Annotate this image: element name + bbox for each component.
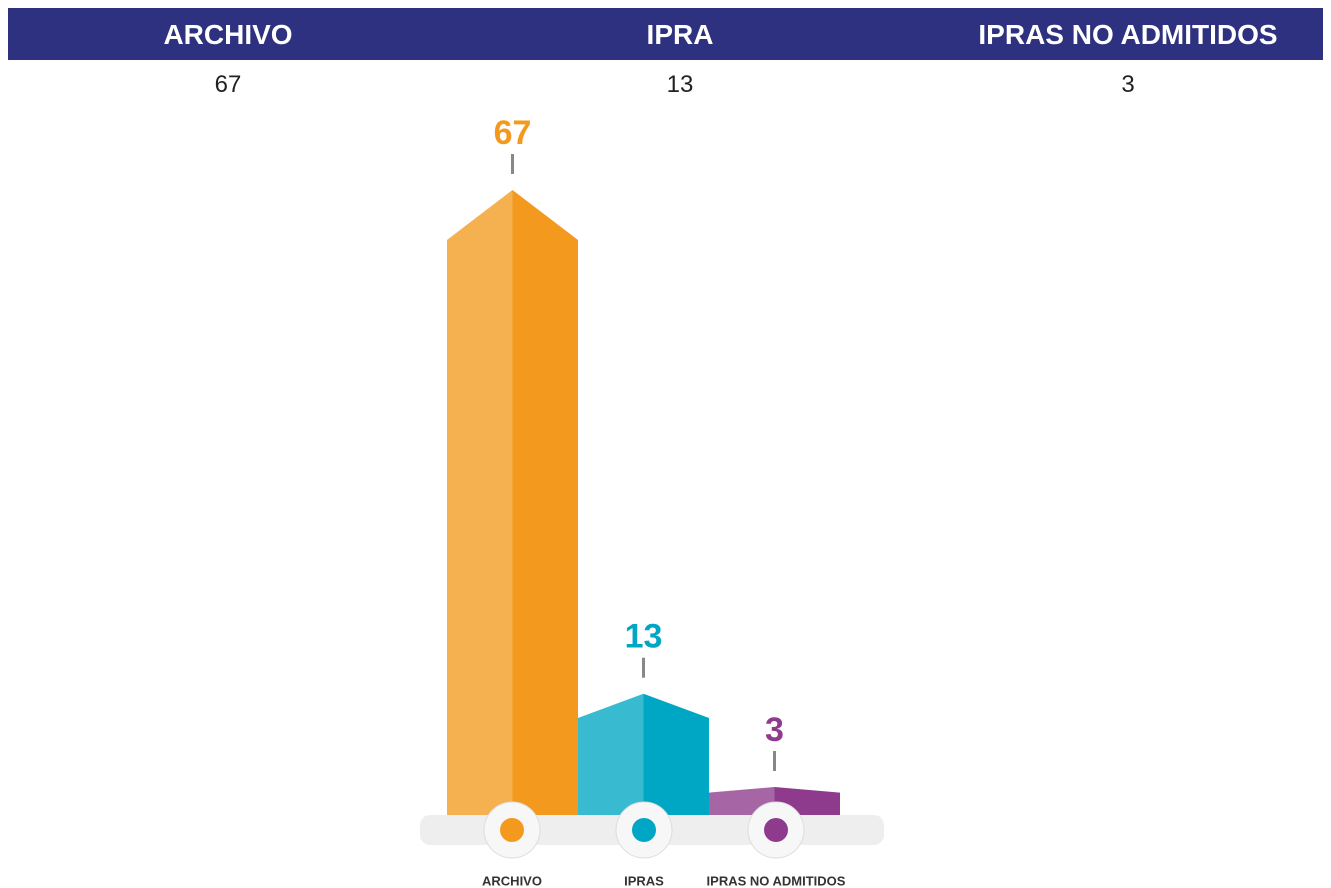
category-label: ARCHIVO [482,873,542,888]
cell: 3 [1121,71,1135,98]
marker-dot [500,818,524,842]
value-label: 3 [765,711,784,749]
column-header: IPRAS NO ADMITIDOS [978,19,1278,50]
cell: 13 [666,71,694,98]
bar [578,693,709,815]
bar-highlight [578,693,644,815]
category-label: IPRAS [624,873,664,888]
cell: 67 [214,71,242,98]
column-header: ARCHIVO [163,19,293,50]
value-label: 13 [625,618,663,656]
header-band [8,8,1323,60]
bar [447,190,578,815]
value-label: 67 [494,114,532,152]
category-label: IPRAS NO ADMITIDOS [707,873,846,888]
bar-highlight [447,190,513,815]
marker-dot [764,818,788,842]
bar [709,787,840,815]
marker-dot [632,818,656,842]
column-header: IPRA [646,19,714,50]
